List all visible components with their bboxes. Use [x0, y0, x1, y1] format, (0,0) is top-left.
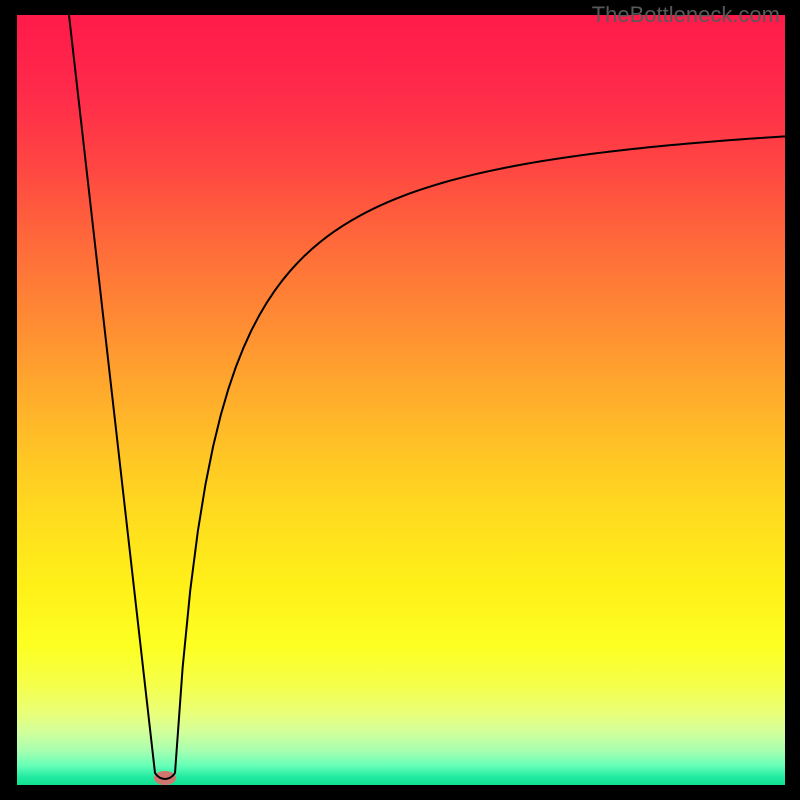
curve-layer [17, 15, 785, 785]
plot-area [17, 15, 785, 785]
chart-container: TheBottleneck.com [0, 0, 800, 800]
bottleneck-curve [69, 15, 785, 779]
watermark-text: TheBottleneck.com [592, 2, 780, 28]
